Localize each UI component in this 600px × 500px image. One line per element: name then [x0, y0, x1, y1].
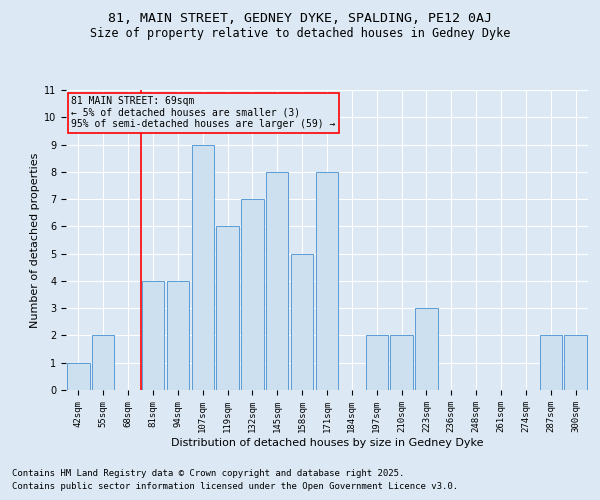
Text: 81 MAIN STREET: 69sqm
← 5% of detached houses are smaller (3)
95% of semi-detach: 81 MAIN STREET: 69sqm ← 5% of detached h…	[71, 96, 335, 129]
Bar	[539, 336, 562, 390]
Bar	[565, 336, 587, 390]
Bar	[167, 281, 189, 390]
Bar	[241, 199, 263, 390]
Bar	[365, 336, 388, 390]
X-axis label: Distribution of detached houses by size in Gedney Dyke: Distribution of detached houses by size …	[171, 438, 483, 448]
Text: 81, MAIN STREET, GEDNEY DYKE, SPALDING, PE12 0AJ: 81, MAIN STREET, GEDNEY DYKE, SPALDING, …	[108, 12, 492, 26]
Bar	[291, 254, 313, 390]
Text: Contains public sector information licensed under the Open Government Licence v3: Contains public sector information licen…	[12, 482, 458, 491]
Bar	[92, 336, 115, 390]
Bar	[391, 336, 413, 390]
Bar	[415, 308, 437, 390]
Text: Size of property relative to detached houses in Gedney Dyke: Size of property relative to detached ho…	[90, 28, 510, 40]
Bar	[316, 172, 338, 390]
Bar	[67, 362, 89, 390]
Bar	[217, 226, 239, 390]
Bar	[266, 172, 289, 390]
Y-axis label: Number of detached properties: Number of detached properties	[30, 152, 40, 328]
Text: Contains HM Land Registry data © Crown copyright and database right 2025.: Contains HM Land Registry data © Crown c…	[12, 468, 404, 477]
Bar	[142, 281, 164, 390]
Bar	[191, 144, 214, 390]
